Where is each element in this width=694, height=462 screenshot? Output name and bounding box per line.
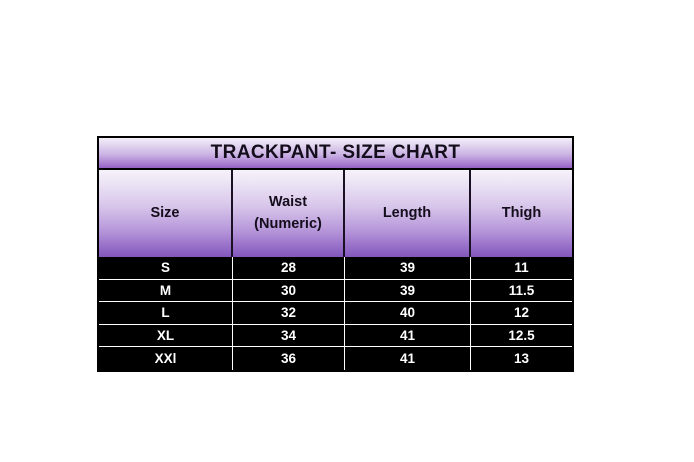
column-header-thigh-label: Thigh [501, 204, 542, 221]
column-header-size: Size [99, 170, 233, 257]
column-header-size-label: Size [150, 204, 180, 221]
page-title: TRACKPANT- SIZE CHART [210, 142, 461, 163]
column-header-thigh: Thigh [471, 170, 572, 257]
cell-length: 41 [345, 324, 471, 347]
cell-length: 41 [345, 347, 471, 370]
cell-length: 39 [345, 257, 471, 279]
cell-thigh: 12 [513, 305, 530, 321]
cell-length: 40 [345, 302, 471, 324]
column-header-waist-sublabel: (Numeric) [254, 215, 322, 232]
cell-waist: 36 [233, 347, 345, 370]
chart-title-bar: TRACKPANT- SIZE CHART [99, 138, 572, 168]
cell-size: L [99, 302, 233, 324]
cell-waist: 28 [233, 257, 345, 279]
cell-waist: 30 [233, 279, 345, 302]
cell-thigh: 11.5 [508, 282, 535, 298]
table-row: L 32 40 12 [99, 302, 572, 325]
cell-thigh: 13 [513, 351, 530, 367]
table-header-row: Size Waist (Numeric) Length Thigh [99, 170, 572, 257]
table-body: S 28 39 11 M 30 39 11.5 L 32 40 12 XL 34… [99, 257, 572, 370]
column-header-length: Length [345, 170, 471, 257]
cell-thigh: 11 [514, 260, 529, 276]
table-row: M 30 39 11.5 [99, 279, 572, 303]
table-row: S 28 39 11 [99, 257, 572, 280]
column-header-waist-label: Waist [268, 194, 308, 211]
cell-waist: 34 [233, 324, 345, 347]
column-header-length-label: Length [382, 204, 432, 221]
cell-thigh: 12.5 [508, 328, 535, 344]
size-chart-table: TRACKPANT- SIZE CHART Size Waist (Numeri… [97, 136, 574, 372]
cell-length: 39 [345, 279, 471, 302]
cell-size: XXl [99, 347, 233, 370]
cell-waist: 32 [233, 302, 345, 324]
table-row: XXl 36 41 13 [99, 347, 572, 370]
table-row: XL 34 41 12.5 [99, 324, 572, 348]
cell-size: M [99, 279, 233, 302]
cell-size: XL [99, 324, 233, 347]
cell-size: S [99, 257, 233, 279]
column-header-waist: Waist (Numeric) [233, 170, 345, 257]
